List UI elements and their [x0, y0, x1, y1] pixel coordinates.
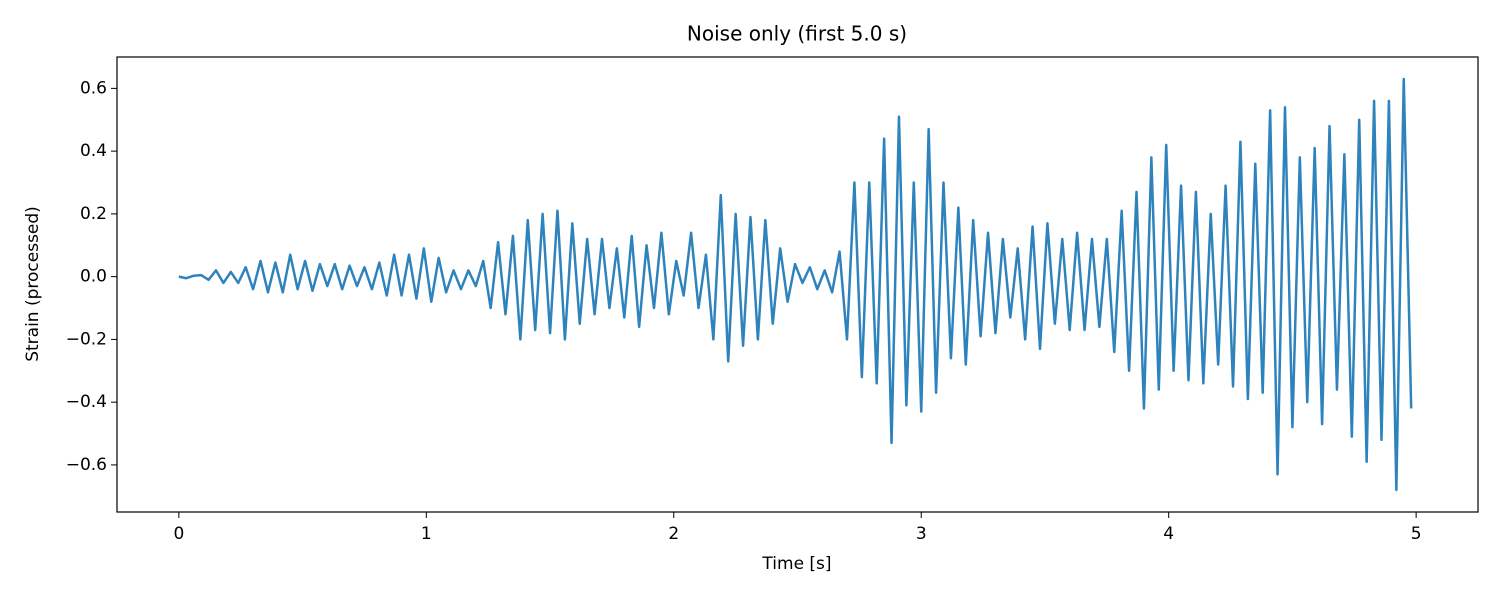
y-tick-label: 0.4: [80, 141, 107, 161]
x-tick-label: 5: [1411, 524, 1422, 544]
x-tick-label: 0: [173, 524, 184, 544]
chart-title: Noise only (first 5.0 s): [687, 22, 907, 46]
x-tick-label: 2: [668, 524, 679, 544]
y-tick-label: 0.2: [80, 204, 107, 224]
y-tick-label: 0.6: [80, 78, 107, 98]
data-line: [178, 77, 1413, 492]
x-tick-label: 4: [1163, 524, 1174, 544]
y-tick-label: −0.4: [66, 392, 107, 412]
y-axis-label: Strain (processed): [23, 206, 43, 362]
y-tick-label: −0.2: [66, 329, 107, 349]
y-tick-label: 0.0: [80, 267, 107, 287]
x-axis-label: Time [s]: [761, 554, 831, 574]
plot-frame: [116, 56, 1479, 513]
x-tick-label: 1: [421, 524, 432, 544]
x-tick-label: 3: [916, 524, 927, 544]
y-tick-label: −0.6: [66, 455, 107, 475]
